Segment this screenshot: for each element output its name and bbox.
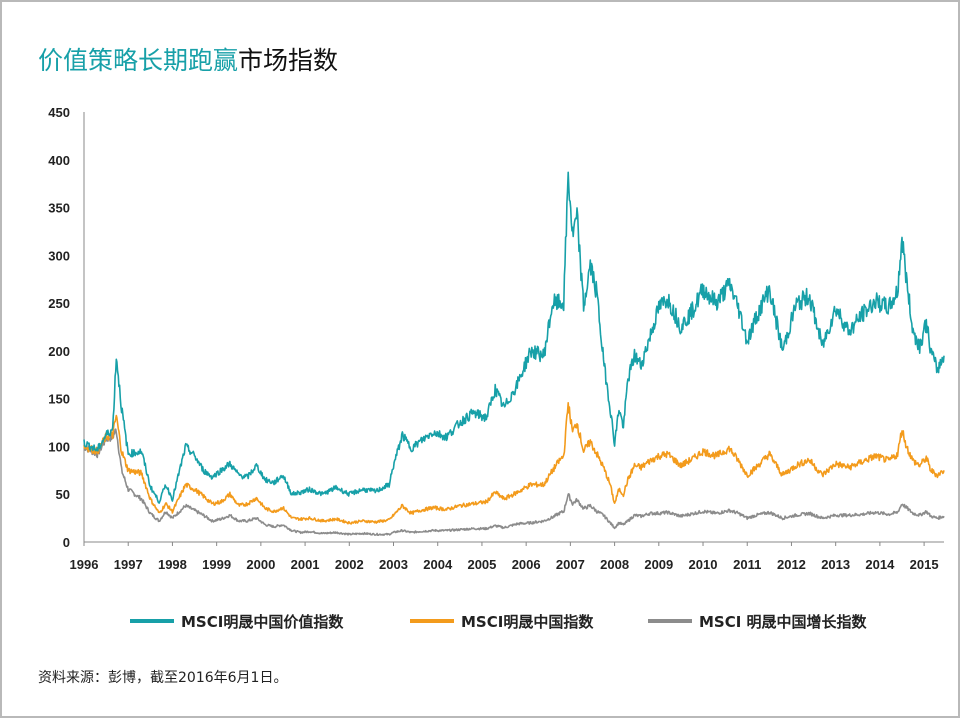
series-line-0 [83,171,945,504]
legend-label-market: MSCI明晟中国指数 [461,612,594,631]
x-tick-label: 1999 [202,557,231,572]
legend-item-market: MSCI明晟中国指数 [410,610,593,632]
series-line-2 [83,428,945,537]
y-tick-label: 350 [48,201,70,216]
legend-label-value: MSCI明晟中国价值指数 [181,612,344,631]
x-tick-label: 1998 [158,557,187,572]
x-tick-label: 2012 [777,557,806,572]
y-tick-label: 50 [56,487,70,502]
x-tick-label: 2010 [689,557,718,572]
x-tick-label: 2009 [644,557,673,572]
x-tick-label: 2004 [423,557,453,572]
x-tick-label: 2005 [467,557,496,572]
x-tick-label: 2011 [733,557,761,572]
legend-item-growth: MSCI 明晟中国增长指数 [648,610,867,632]
x-tick-label: 2000 [246,557,275,572]
x-tick-label: 2007 [556,557,585,572]
y-tick-label: 0 [63,535,70,550]
legend-swatch-market [410,619,454,623]
title-rest: 市场指数 [238,46,339,75]
legend-swatch-value [130,619,174,623]
x-tick-label: 2006 [512,557,541,572]
x-tick-label: 1997 [114,557,143,572]
title-accent: 价值策略长期跑赢 [38,46,239,75]
y-tick-label: 100 [48,439,70,454]
x-tick-label: 2013 [821,557,850,572]
x-tick-label: 2003 [379,557,408,572]
y-tick-label: 400 [48,153,70,168]
x-tick-label: 2014 [865,557,895,572]
x-tick-label: 2008 [600,557,629,572]
legend-swatch-growth [648,619,692,623]
x-tick-label: 1996 [70,557,99,572]
chart-title: 价值策略长期跑赢市场指数 [38,46,338,76]
legend-item-value: MSCI明晟中国价值指数 [130,610,343,632]
source-note: 资料来源：彭博，截至2016年6月1日。 [38,670,288,686]
x-tick-label: 2002 [335,557,364,572]
x-tick-label: 2015 [910,557,939,572]
y-tick-label: 200 [48,344,70,359]
y-tick-label: 450 [48,105,70,120]
y-tick-label: 150 [48,392,70,407]
y-tick-label: 300 [48,248,70,263]
x-tick-label: 2001 [291,557,320,572]
y-tick-label: 250 [48,296,70,311]
series-line-1 [83,401,945,525]
legend-label-growth: MSCI 明晟中国增长指数 [699,612,867,631]
